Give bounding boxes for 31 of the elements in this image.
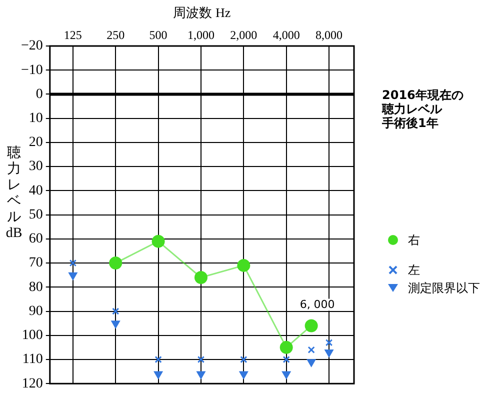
y-tick-label: 60 [28, 232, 43, 247]
y-tick-label: 110 [22, 352, 43, 368]
y-tick-label: 20 [28, 135, 43, 150]
x-tick-label: 4,000 [272, 28, 300, 42]
y-tick-label: 80 [28, 280, 43, 295]
text: 手術後1年 [382, 116, 440, 130]
y-tick-label: 40 [28, 183, 43, 198]
y-tick-label: 10 [28, 111, 43, 126]
y-tick-label: −10 [20, 62, 43, 78]
y-tick-label: 120 [22, 376, 43, 392]
x-tick-label: 2,000 [230, 28, 258, 42]
y-tick-label: 100 [22, 328, 43, 344]
y-tick-label: 90 [28, 304, 43, 319]
y-tick-label: 0 [36, 86, 43, 102]
x-tick-label: 8,000 [316, 28, 343, 42]
y-tick-label: 30 [28, 159, 43, 174]
x-tick-label: 1,000 [187, 28, 214, 42]
annotation: 6, 000 [300, 298, 335, 312]
text: 聴力レベル [382, 102, 444, 116]
legend-label: 左 [408, 262, 420, 278]
y-axis-title: 聴力レベル dB [5, 146, 23, 242]
y-tick-label: 50 [28, 207, 43, 222]
y-tick-label: −20 [20, 38, 43, 54]
x-axis-title: 周波数 Hz [173, 5, 231, 20]
legend-label: 右 [408, 232, 420, 248]
legend-label: 測定限界以下 [408, 280, 480, 296]
y-tick-label: 70 [28, 256, 43, 271]
x-tick-label: 125 [64, 28, 82, 42]
x-tick-label: 500 [149, 28, 168, 42]
x-tick-label: 250 [106, 28, 125, 42]
text: 2016年現在の [382, 88, 464, 102]
